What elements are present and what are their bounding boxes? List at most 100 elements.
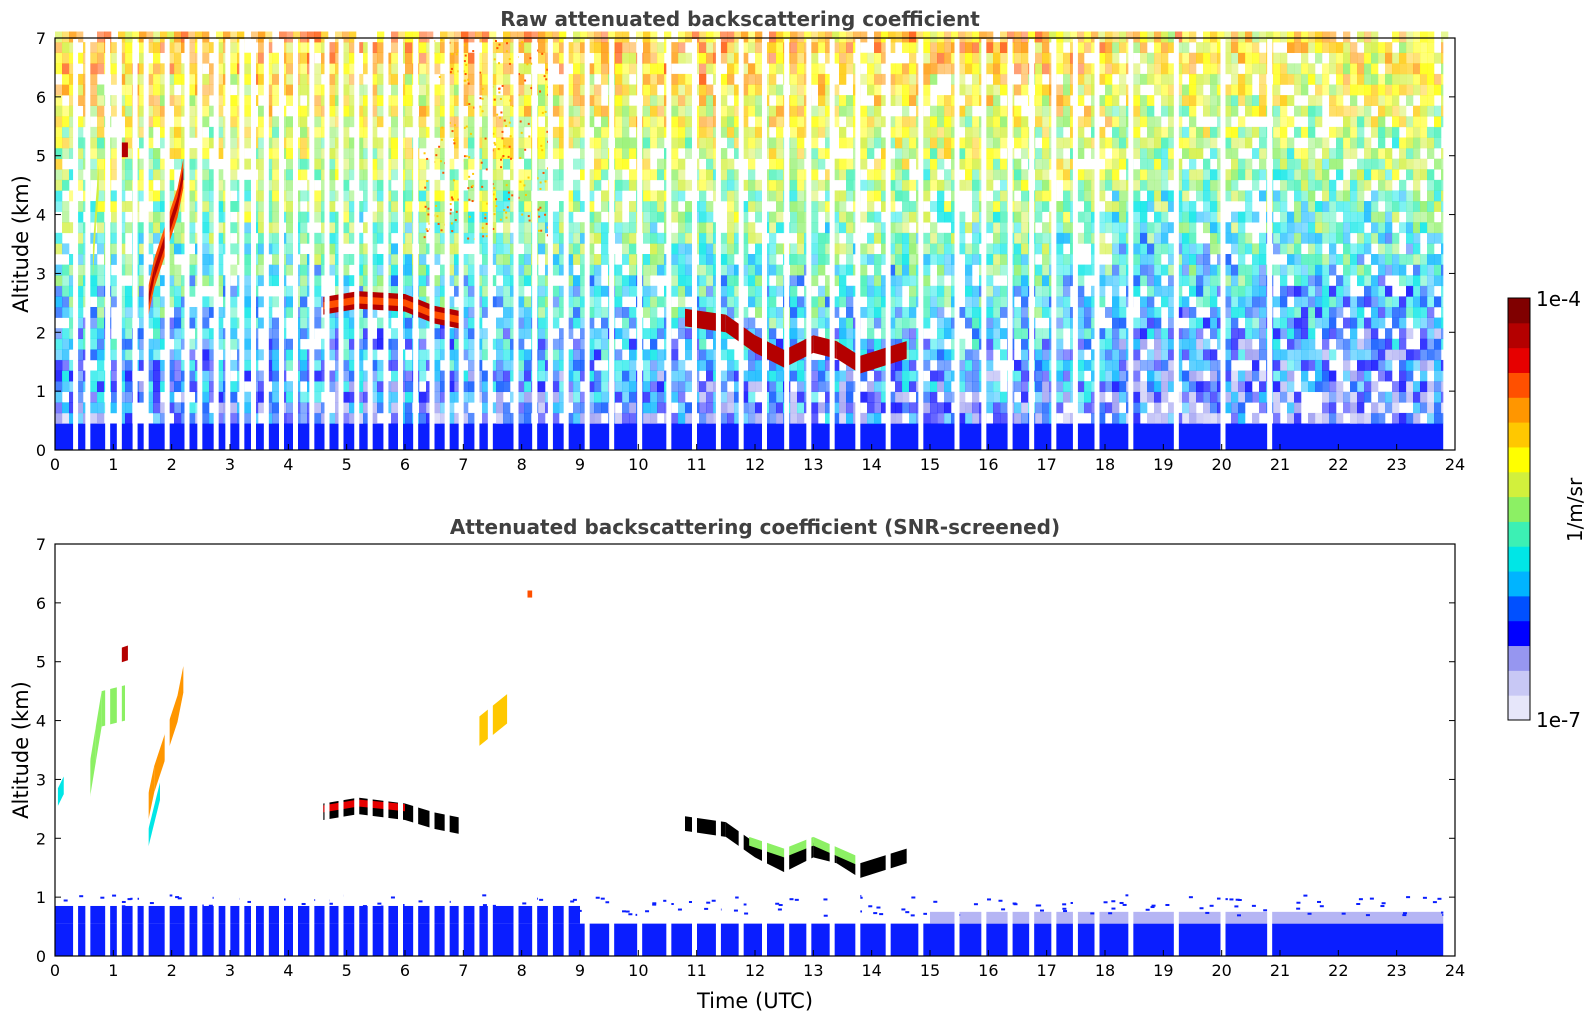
backscatter-cell — [363, 105, 371, 117]
backscatter-cell — [559, 254, 567, 265]
backscatter-cell — [524, 222, 532, 234]
backscatter-cell — [1413, 190, 1421, 202]
backscatter-cell — [286, 201, 294, 212]
backscatter-cell — [1322, 211, 1330, 223]
backscatter-cell — [741, 370, 749, 382]
backscatter-cell — [678, 179, 686, 191]
backscatter-cell — [1308, 359, 1316, 371]
backscatter-cell — [503, 190, 511, 202]
backscatter-cell — [356, 264, 364, 276]
backscatter-cell — [1056, 116, 1064, 128]
backscatter-cell — [643, 275, 651, 287]
backscatter-cell — [1042, 116, 1050, 128]
backscatter-cell — [867, 317, 875, 329]
backscatter-cell — [1224, 381, 1232, 393]
backscatter-cell — [1147, 158, 1155, 170]
backscatter-cell — [496, 370, 504, 382]
backscatter-cell — [797, 391, 805, 403]
backscatter-cell — [139, 381, 147, 393]
backscatter-cell — [811, 190, 819, 202]
backscatter-cell — [1245, 243, 1253, 255]
backscatter-cell — [1210, 381, 1218, 393]
backscatter-cell — [1371, 402, 1379, 414]
backscatter-cell — [944, 137, 952, 149]
backscatter-cell — [769, 158, 777, 170]
backscatter-cell — [797, 190, 805, 202]
backscatter-cell — [1434, 359, 1442, 371]
backscatter-cell — [370, 275, 378, 287]
backscatter-cell — [1119, 243, 1127, 255]
backscatter-cell — [846, 306, 854, 318]
backscatter-cell — [552, 285, 560, 297]
backscatter-cell — [741, 243, 749, 255]
backscatter-cell — [1196, 275, 1204, 287]
backscatter-cell — [97, 137, 105, 149]
backscatter-cell — [727, 116, 735, 128]
backscatter-cell — [69, 296, 77, 308]
backscatter-cell — [1119, 370, 1127, 382]
backscatter-cell — [797, 126, 805, 138]
backscatter-cell — [1259, 190, 1267, 202]
backscatter-cell — [1000, 126, 1008, 138]
backscatter-cell — [258, 232, 266, 244]
backscatter-cell — [1189, 137, 1197, 149]
backscatter-cell — [1000, 254, 1008, 265]
backscatter-cell — [811, 306, 819, 318]
backscatter-cell — [846, 137, 854, 149]
backscatter-cell — [888, 116, 896, 128]
backscatter-cell — [699, 126, 707, 138]
backscatter-cell — [363, 190, 371, 202]
backscatter-cell — [139, 306, 147, 318]
backscatter-cell — [1147, 126, 1155, 138]
backscatter-cell — [69, 402, 77, 414]
backscatter-cell — [1056, 243, 1064, 255]
backscatter-cell — [538, 338, 546, 350]
backscatter-cell — [370, 306, 378, 318]
backscatter-cell — [1280, 317, 1288, 329]
backscatter-cell — [699, 232, 707, 244]
backscatter-cell — [363, 285, 371, 297]
backscatter-cell — [153, 381, 161, 393]
backscatter-cell — [552, 126, 560, 138]
backscatter-cell — [216, 222, 224, 234]
backscatter-cell — [811, 328, 819, 340]
backscatter-cell — [1161, 264, 1169, 276]
backscatter-cell — [566, 328, 574, 340]
backscatter-cell — [503, 158, 511, 170]
backscatter-cell — [1084, 211, 1092, 223]
backscatter-cell — [790, 158, 798, 170]
backscatter-cell — [328, 105, 336, 117]
backscatter-cell — [1280, 391, 1288, 403]
backscatter-cell — [1259, 254, 1267, 265]
backscatter-cell — [1196, 328, 1204, 340]
backscatter-cell — [62, 264, 70, 276]
backscatter-cell — [286, 148, 294, 159]
backscatter-cell — [1420, 328, 1428, 340]
backscatter-cell — [937, 317, 945, 329]
backscatter-cell — [188, 264, 196, 276]
backscatter-cell — [776, 137, 784, 149]
backscatter-cell — [1105, 116, 1113, 128]
backscatter-cell — [1224, 338, 1232, 350]
backscatter-cell — [615, 201, 623, 212]
backscatter-cell — [1420, 338, 1428, 350]
backscatter-cell — [594, 391, 602, 403]
backscatter-cell — [1056, 126, 1064, 138]
backscatter-cell — [1336, 169, 1344, 181]
backscatter-cell — [286, 179, 294, 191]
backscatter-cell — [629, 381, 637, 393]
backscatter-cell — [244, 306, 252, 318]
backscatter-cell — [391, 285, 399, 297]
backscatter-cell — [986, 179, 994, 191]
backscatter-cell — [174, 402, 182, 414]
backscatter-cell — [1035, 243, 1043, 255]
backscatter-cell — [1329, 179, 1337, 191]
backscatter-cell — [209, 137, 217, 149]
backscatter-cell — [524, 232, 532, 244]
backscatter-cell — [1140, 179, 1148, 191]
backscatter-cell — [1308, 254, 1316, 265]
backscatter-cell — [174, 349, 182, 361]
backscatter-cell — [937, 116, 945, 128]
backscatter-cell — [615, 179, 623, 191]
backscatter-cell — [1413, 116, 1421, 128]
